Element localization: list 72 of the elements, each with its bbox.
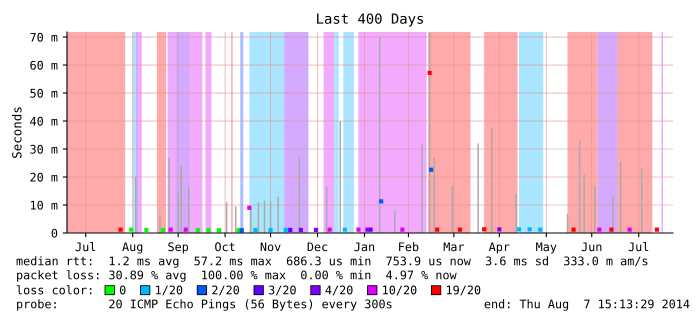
point — [129, 228, 134, 232]
point — [379, 199, 384, 204]
point — [240, 228, 244, 232]
point — [497, 227, 502, 232]
chart-title: Last 400 Days — [317, 13, 423, 27]
x-tick-label: Nov — [260, 242, 281, 252]
legend-label: 1/20 — [156, 286, 182, 296]
x-tick-label: Dec — [308, 242, 328, 252]
legend-label: 10/20 — [383, 286, 416, 296]
point — [365, 228, 370, 232]
legend-title: loss color: — [16, 285, 92, 294]
point — [429, 168, 434, 172]
point — [118, 228, 123, 232]
legend-label: 0 — [120, 286, 126, 294]
x-tick-label: Aug — [122, 242, 142, 254]
point — [284, 228, 288, 232]
y-tick-label: 60 m — [30, 60, 58, 70]
y-tick-label: 30 m — [30, 144, 58, 154]
y-tick-label: 40 m — [30, 116, 58, 126]
point — [342, 228, 347, 232]
x-tick-label: May — [536, 242, 556, 254]
point — [356, 228, 361, 232]
y-tick-label: 0 — [52, 228, 58, 238]
point — [528, 227, 532, 232]
point — [654, 228, 659, 232]
legend-label: 2/20 — [212, 286, 240, 296]
y-axis-title: Seconds — [12, 107, 22, 158]
point — [428, 70, 432, 75]
legend-label: 19/20 — [446, 286, 480, 296]
legend-label: 3/20 — [268, 286, 296, 296]
point — [628, 228, 632, 232]
x-tick-label: Jul — [628, 242, 648, 252]
text: median rtt: 1.2 ms avg 57.2 ms max 686.3 us min 753.9 us now 3.6 ms sd 333.0 m am/s — [16, 256, 648, 268]
text: probe: 20 ICMP Echo Pings (56 Bytes) every 300s — [17, 299, 392, 311]
point — [435, 228, 440, 232]
x-tick-label: Jul — [76, 242, 96, 252]
point — [247, 206, 252, 210]
point — [160, 228, 166, 232]
point — [597, 228, 602, 232]
x-tick-label: Jun — [582, 242, 602, 252]
point — [253, 228, 258, 232]
x-tick-label: Oct — [215, 242, 235, 252]
y-tick-label: 70 m — [30, 32, 58, 42]
point — [609, 228, 614, 232]
point — [144, 228, 148, 232]
point — [196, 228, 200, 232]
point — [328, 228, 332, 232]
point — [400, 228, 404, 232]
point — [288, 228, 292, 232]
x-tick-label: Feb — [399, 242, 418, 252]
point — [184, 228, 188, 232]
text: end: Thu Aug 7 15:13:29 2014 — [484, 299, 690, 311]
y-tick-label: 20 m — [30, 172, 58, 182]
legend-label: 4/20 — [325, 286, 353, 296]
x-tick-label: Apr — [488, 242, 510, 254]
point — [168, 228, 173, 232]
text: packet loss: 30.89 % avg 100.00 % max 0.00 % min 4.97 % now — [17, 270, 457, 282]
x-tick-label: Jan — [354, 242, 374, 252]
point — [538, 228, 542, 232]
point — [216, 228, 222, 232]
point — [458, 228, 462, 232]
y-tick-label: 50 m — [30, 88, 58, 98]
point — [268, 228, 273, 232]
point — [571, 228, 576, 232]
point — [482, 227, 486, 232]
x-tick-label: Sep — [168, 242, 188, 254]
point — [314, 228, 318, 232]
x-tick-label: Mar — [444, 242, 464, 252]
y-tick-label: 10 m — [30, 200, 58, 210]
point — [298, 228, 303, 232]
point — [516, 227, 522, 232]
point — [206, 228, 211, 232]
